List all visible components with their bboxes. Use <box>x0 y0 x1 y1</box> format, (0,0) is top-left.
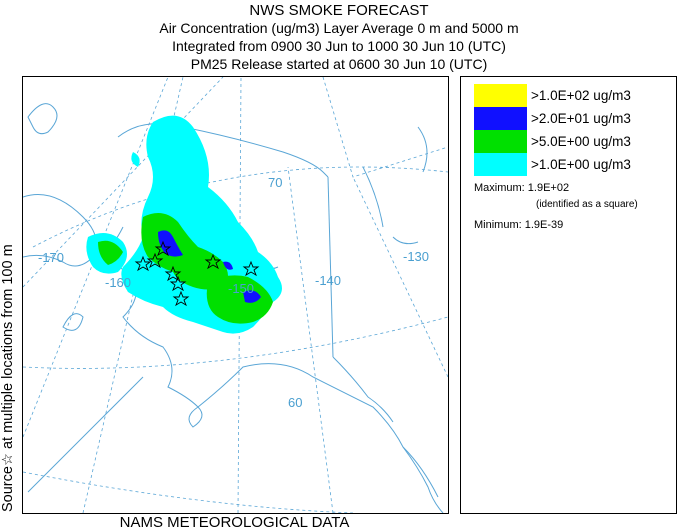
subtitle-concentration: Air Concentration (ug/m3) Layer Average … <box>159 20 519 36</box>
source-star <box>164 265 182 282</box>
footer-label: NAMS METEOROLOGICAL DATA <box>119 514 350 531</box>
lat-label-60: 60 <box>288 395 302 410</box>
legend-panel: >1.0E+02 ug/m3 >2.0E+01 ug/m3 >5.0E+00 u… <box>460 76 677 514</box>
plume-blue-central <box>158 230 183 257</box>
subtitle-release: PM25 Release started at 0600 30 Jun 10 (… <box>190 56 488 72</box>
longitude-line-140 <box>287 166 334 513</box>
legend-swatch-blue <box>474 107 527 130</box>
source-star <box>204 253 222 270</box>
source-star <box>242 260 260 277</box>
legend-swatch-green <box>474 130 527 153</box>
lon-label-170: -170 <box>38 250 64 265</box>
source-star <box>134 255 152 272</box>
source-star <box>169 275 187 292</box>
coast-st-lawrence <box>62 313 84 331</box>
lon-label-160: -160 <box>105 275 131 290</box>
source-star <box>172 290 190 307</box>
legend-maximum: Maximum: 1.9E+02 <box>474 182 570 194</box>
legend-label-level-3: >2.0E+01 ug/m3 <box>531 111 631 126</box>
legend-maximum-note: (identified as a square) <box>536 199 638 210</box>
source-star <box>146 252 164 269</box>
longitude-line-170 <box>23 77 224 288</box>
plume-cyan-fragment <box>131 152 140 167</box>
legend-swatch-yellow <box>474 84 527 107</box>
plume-green-west <box>98 240 123 265</box>
coast-north-slope <box>117 123 329 178</box>
border-us-canada <box>327 176 334 358</box>
latitude-line-70 <box>32 166 448 248</box>
legend-label-level-1: >1.0E+00 ug/m3 <box>531 157 631 172</box>
plume-level-3 <box>158 230 261 303</box>
legend-swatch-cyan <box>474 153 527 176</box>
longitude-line-north <box>322 77 448 178</box>
latitude-line-60 <box>23 316 448 369</box>
source-location-label: Source☆ at multiple locations from 100 m <box>0 244 16 512</box>
coast-kodiak <box>188 406 203 428</box>
legend-minimum: Minimum: 1.9E-39 <box>474 219 564 231</box>
source-markers <box>134 240 260 307</box>
coast-canadian-arctic <box>362 126 428 245</box>
source-star <box>154 240 172 257</box>
lon-label-150: -150 <box>228 281 254 296</box>
smoke-map: -170 -160 -150 -140 -130 70 60 <box>23 77 448 513</box>
legend-label-level-4: >1.0E+02 ug/m3 <box>531 88 631 103</box>
legend-label-level-2: >5.0E+00 ug/m3 <box>531 134 631 149</box>
coast-alaska-peninsula <box>27 376 144 493</box>
chart-title: NWS SMOKE FORECAST <box>249 2 429 19</box>
plume-green-southeast <box>206 275 273 324</box>
subtitle-integration: Integrated from 0900 30 Jun to 1000 30 J… <box>172 38 506 54</box>
longitude-line-130 <box>352 176 448 378</box>
latitude-line-55 <box>23 471 354 513</box>
plume-blue-east <box>223 261 233 270</box>
coast-panhandle <box>402 446 444 513</box>
lon-label-140: -140 <box>315 273 341 288</box>
plume-blue-southeast <box>243 290 261 303</box>
coast-wrangel <box>27 103 58 135</box>
plume-level-2 <box>98 213 273 324</box>
map-panel: -170 -160 -150 -140 -130 70 60 <box>22 76 449 514</box>
lon-label-130: -130 <box>403 249 429 264</box>
lat-label-70: 70 <box>268 175 282 190</box>
border-panhandle <box>332 356 394 423</box>
